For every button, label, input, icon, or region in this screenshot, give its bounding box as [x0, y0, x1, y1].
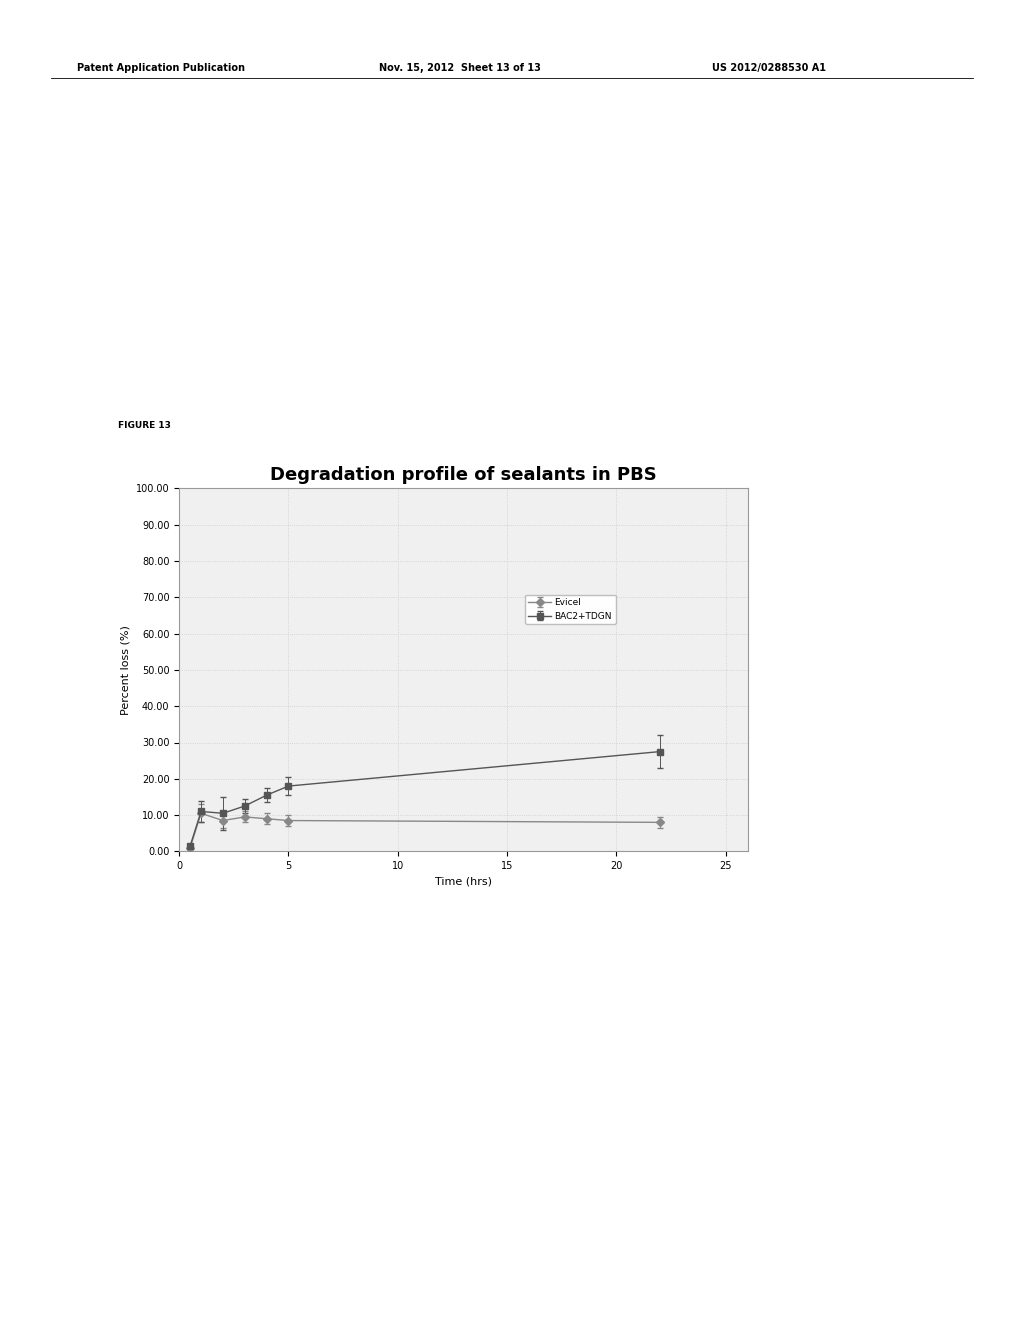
- X-axis label: Time (hrs): Time (hrs): [435, 876, 492, 887]
- Text: Nov. 15, 2012  Sheet 13 of 13: Nov. 15, 2012 Sheet 13 of 13: [379, 63, 541, 73]
- Title: Degradation profile of sealants in PBS: Degradation profile of sealants in PBS: [270, 466, 656, 484]
- Text: Patent Application Publication: Patent Application Publication: [77, 63, 245, 73]
- Text: FIGURE 13: FIGURE 13: [118, 421, 171, 430]
- Legend: Evicel, BAC2+TDGN: Evicel, BAC2+TDGN: [524, 594, 615, 624]
- Text: US 2012/0288530 A1: US 2012/0288530 A1: [712, 63, 825, 73]
- Y-axis label: Percent loss (%): Percent loss (%): [120, 624, 130, 715]
